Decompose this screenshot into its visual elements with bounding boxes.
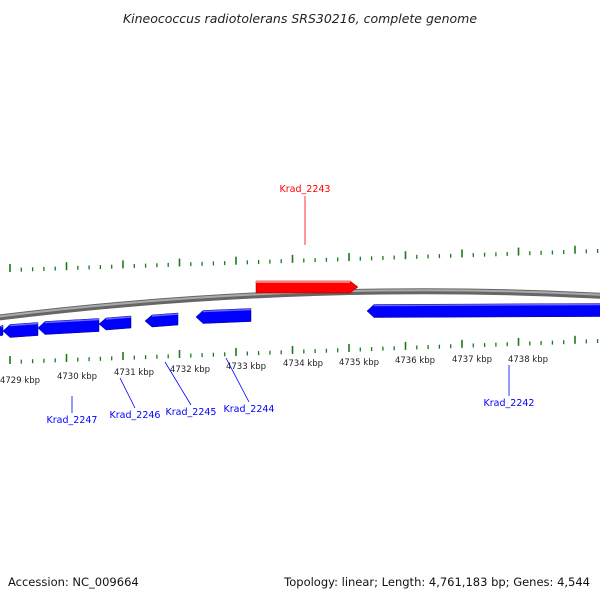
gene-label[interactable]: Krad_2246 [110,410,161,421]
tick-row-top [9,245,599,272]
gene-krad-2245[interactable] [144,312,179,328]
gene-label[interactable]: Krad_2242 [484,398,535,409]
gene-krad-2242[interactable] [366,303,600,318]
tick-label: 4733 kbp [226,362,266,372]
map-title: Kineococcus radiotolerans SRS30216, comp… [123,11,477,26]
gene-leader-line [119,377,136,409]
tick-label: 4729 kbp [0,376,40,386]
gene-krad-2246[interactable] [98,315,132,331]
tick-label: 4737 kbp [452,355,492,365]
tick-label: 4734 kbp [283,359,323,369]
gene-label[interactable]: Krad_2245 [166,407,217,418]
gene-krad-2243[interactable] [255,280,359,294]
tick-label: 4731 kbp [114,368,154,378]
tick-label: 4732 kbp [170,365,210,375]
gene-labels: Krad_2243 Krad_2247 Krad_2246 Krad_2245 Krad… [47,184,535,426]
gene-label[interactable]: Krad_2244 [224,404,275,415]
gene-reverse-fragment[interactable] [0,324,4,337]
genome-backbone [0,288,600,321]
tick-label: 4736 kbp [395,356,435,366]
gene-krad-2247a[interactable] [2,322,39,338]
gene-leader-line [225,357,250,403]
tick-label: 4738 kbp [508,355,548,365]
tick-label: 4730 kbp [57,372,97,382]
gene-krad-2247[interactable] [37,318,100,335]
tick-label: 4735 kbp [339,358,379,368]
gene-krad-2244[interactable] [195,308,252,324]
gene-label[interactable]: Krad_2243 [280,184,331,195]
gene-leader-line [164,361,192,406]
gene-features [0,280,600,338]
tick-labels: 4729 kbp 4730 kbp 4731 kbp 4732 kbp 4733 kbp… [0,355,548,386]
genome-summary-text: Topology: linear; Length: 4,761,183 bp; … [284,575,590,589]
gene-label[interactable]: Krad_2247 [47,415,98,426]
tick-row-bottom [9,335,599,364]
accession-text: Accession: NC_009664 [8,575,139,589]
